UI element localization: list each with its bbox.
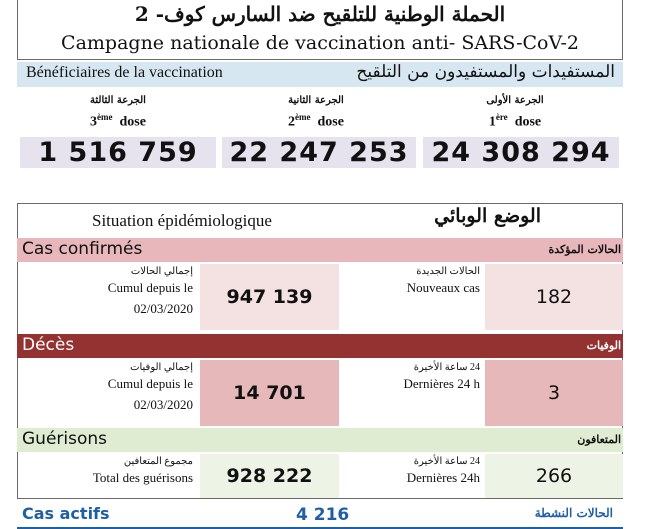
confirmed-new-cell: الحالات الجديدة Nouveaux cas bbox=[342, 262, 482, 332]
confirmed-band bbox=[17, 238, 623, 262]
recovered-cumul-cell: مجموع المتعافين Total des guérisons bbox=[17, 452, 199, 498]
recovered-cumul-value: 928 222 bbox=[200, 454, 339, 498]
confirmed-new-label-french: Nouveaux cas bbox=[406, 280, 480, 295]
deaths-cumul-label-french: Cumul depuis le bbox=[107, 376, 193, 391]
dose-2-label: 2ème dose bbox=[288, 112, 344, 130]
dose-1-label: 1ère dose bbox=[488, 112, 542, 130]
dose-2-value: 22 247 253 bbox=[222, 137, 416, 168]
dose-1-label-arabic: الجرعة الأولى bbox=[486, 95, 544, 106]
dose-1-value: 24 308 294 bbox=[423, 137, 619, 168]
recovered-band bbox=[17, 428, 623, 452]
recovered-label-arabic: المتعافون bbox=[577, 433, 621, 446]
confirmed-label-french: Cas confirmés bbox=[22, 239, 143, 259]
deaths-new-cell: 24 ساعة الأخيرة Dernières 24 h bbox=[342, 358, 482, 428]
recovered-new-label-french: Dernières 24h bbox=[406, 470, 480, 485]
dose-3-label-arabic: الجرعة الثالثة bbox=[90, 95, 146, 106]
beneficiaries-label-french: Bénéficiaires de la vaccination bbox=[26, 64, 223, 81]
active-cases-label-arabic: الحالات النشطة bbox=[534, 506, 613, 520]
deaths-band bbox=[17, 334, 623, 358]
recovered-new-value: 266 bbox=[485, 454, 623, 498]
deaths-cumul-date: 02/03/2020 bbox=[133, 397, 193, 412]
situation-title-french: Situation épidémiologique bbox=[92, 211, 272, 230]
active-cases-value: 4 216 bbox=[296, 505, 350, 525]
beneficiaries-label-arabic: المستفيدات والمستفيدون من التلقيح bbox=[356, 62, 615, 82]
deaths-label-french: Décès bbox=[22, 335, 75, 355]
confirmed-cumul-cell: إجمالي الحالات Cumul depuis le 02/03/202… bbox=[17, 262, 199, 332]
recovered-cumul-label-french: Total des guérisons bbox=[92, 470, 193, 485]
deaths-new-label-arabic: 24 ساعة الأخيرة bbox=[413, 362, 480, 373]
deaths-new-value: 3 bbox=[485, 360, 623, 426]
dose-3-label: 3ème dose bbox=[90, 112, 146, 130]
confirmed-cumul-value: 947 139 bbox=[200, 264, 339, 330]
active-cases-label-french: Cas actifs bbox=[22, 504, 110, 523]
beneficiaries-band bbox=[17, 62, 623, 87]
situation-title-arabic: الوضع الوبائي bbox=[434, 205, 541, 227]
recovered-cumul-label-arabic: مجموع المتعافين bbox=[123, 456, 193, 467]
confirmed-cumul-label-arabic: إجمالي الحالات bbox=[130, 266, 193, 277]
dose-3-value: 1 516 759 bbox=[20, 137, 216, 168]
deaths-new-label-french: Dernières 24 h bbox=[403, 376, 480, 391]
deaths-cumul-cell: إجمالي الوفيات Cumul depuis le 02/03/202… bbox=[17, 358, 199, 428]
recovered-new-cell: 24 ساعة الأخيرة Dernières 24h bbox=[342, 452, 482, 498]
confirmed-label-arabic: الحالات المؤكدة bbox=[548, 243, 621, 256]
confirmed-cumul-label-french: Cumul depuis le bbox=[107, 280, 193, 295]
active-cases-underline bbox=[17, 527, 623, 529]
title-french: Campagne nationale de vaccination anti- … bbox=[61, 32, 579, 54]
recovered-new-label-arabic: 24 ساعة الأخيرة bbox=[413, 456, 480, 467]
header-box bbox=[17, 0, 623, 60]
confirmed-new-value: 182 bbox=[485, 264, 623, 330]
recovered-label-french: Guérisons bbox=[22, 429, 108, 449]
deaths-label-arabic: الوفيات bbox=[586, 339, 621, 352]
confirmed-cumul-date: 02/03/2020 bbox=[133, 301, 193, 316]
dose-2-label-arabic: الجرعة الثانية bbox=[288, 95, 344, 106]
title-arabic: الحملة الوطنية للتلقيح ضد السارس كوف- 2 bbox=[134, 2, 506, 26]
confirmed-new-label-arabic: الحالات الجديدة bbox=[416, 266, 480, 277]
deaths-cumul-value: 14 701 bbox=[200, 360, 339, 426]
deaths-cumul-label-arabic: إجمالي الوفيات bbox=[130, 362, 193, 373]
